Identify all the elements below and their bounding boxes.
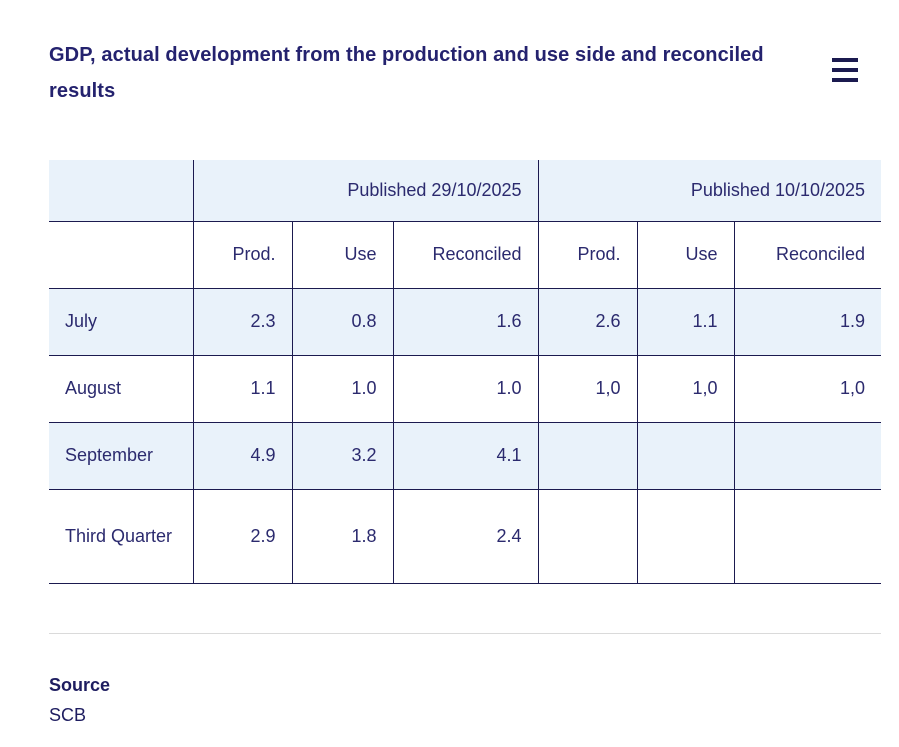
hamburger-menu-icon[interactable] [828,53,862,87]
column-header-use-2: Use [636,221,735,289]
data-cell: 2.6 [537,288,638,356]
hamburger-bar [832,58,858,62]
data-cell: 1.1 [192,355,292,423]
data-cell [733,489,882,584]
corner-cell [49,160,193,222]
group-header-published-1: Published 29/10/2025 [192,160,539,222]
data-cell: 3.2 [291,422,393,490]
table-row-third-quarter: Third Quarter 2.9 1.8 2.4 [49,489,882,584]
data-cell: 2.4 [392,489,539,584]
group-header-row: Published 29/10/2025 Published 10/10/202… [49,160,882,222]
corner-cell [49,221,193,289]
data-cell [537,422,638,490]
column-header-reconciled-1: Reconciled [392,221,539,289]
hamburger-bar [832,68,858,72]
data-cell: 1.6 [392,288,539,356]
data-table: Published 29/10/2025 Published 10/10/202… [49,160,882,584]
row-label: September [49,422,193,490]
column-header-prod-1: Prod. [192,221,292,289]
source-block: Source SCB [49,670,110,730]
chart-title: GDP, actual development from the product… [49,44,764,102]
row-label: July [49,288,193,356]
column-header-reconciled-2: Reconciled [733,221,882,289]
table-row-july: July 2.3 0.8 1.6 2.6 1.1 1.9 [49,288,882,356]
data-cell: 1,0 [537,355,638,423]
data-cell: 1.9 [733,288,882,356]
row-label: Third Quarter [49,489,193,584]
column-header-use-1: Use [291,221,393,289]
data-cell: 1.0 [392,355,539,423]
data-cell: 0.8 [291,288,393,356]
data-cell: 4.1 [392,422,539,490]
data-cell [636,422,735,490]
source-label: Source [49,675,111,695]
data-cell: 2.3 [192,288,292,356]
data-cell: 2.9 [192,489,292,584]
data-cell [733,422,882,490]
data-cell: 1.8 [291,489,393,584]
group-header-published-2: Published 10/10/2025 [537,160,882,222]
table-row-august: August 1.1 1.0 1.0 1,0 1,0 1,0 [49,355,882,423]
data-cell: 1,0 [733,355,882,423]
table-row-september: September 4.9 3.2 4.1 [49,422,882,490]
row-label: August [49,355,193,423]
data-cell: 1.0 [291,355,393,423]
column-header-prod-2: Prod. [537,221,638,289]
footer-divider [49,633,881,634]
column-header-row: Prod. Use Reconciled Prod. Use Reconcile… [49,221,882,289]
source-value: SCB [49,705,87,725]
data-cell: 1.1 [636,288,735,356]
data-cell [537,489,638,584]
data-cell: 1,0 [636,355,735,423]
hamburger-bar [832,78,858,82]
data-cell: 4.9 [192,422,292,490]
data-cell [636,489,735,584]
